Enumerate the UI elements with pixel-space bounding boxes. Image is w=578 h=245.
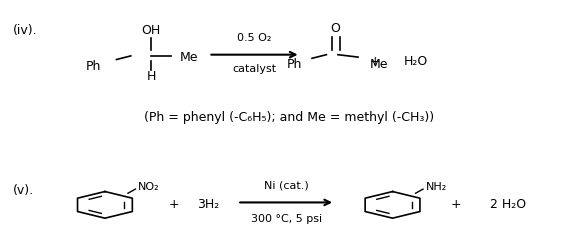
Text: NO₂: NO₂ [138,182,160,192]
Text: H: H [146,70,155,83]
Text: +: + [450,198,461,211]
Text: O: O [330,22,340,35]
Text: Ni (cat.): Ni (cat.) [264,181,309,190]
Text: Ph: Ph [287,58,302,71]
Text: H₂O: H₂O [403,55,428,68]
Text: 0.5 O₂: 0.5 O₂ [238,33,272,43]
Text: Me: Me [369,58,388,71]
Text: (v).: (v). [13,184,34,197]
Text: Ph: Ph [86,60,101,73]
Text: +: + [370,55,380,68]
Text: (iv).: (iv). [13,24,38,37]
Text: Me: Me [180,51,198,64]
Text: NH₂: NH₂ [426,182,447,192]
Text: 3H₂: 3H₂ [197,198,220,211]
Text: OH: OH [142,24,161,37]
Text: +: + [169,198,179,211]
Text: (Ph = phenyl (-C₆H₅); and Me = methyl (-CH₃)): (Ph = phenyl (-C₆H₅); and Me = methyl (-… [144,111,434,124]
Text: catalyst: catalyst [232,64,276,74]
Text: 2 H₂O: 2 H₂O [490,198,525,211]
Text: 300 °C, 5 psi: 300 °C, 5 psi [250,214,322,224]
